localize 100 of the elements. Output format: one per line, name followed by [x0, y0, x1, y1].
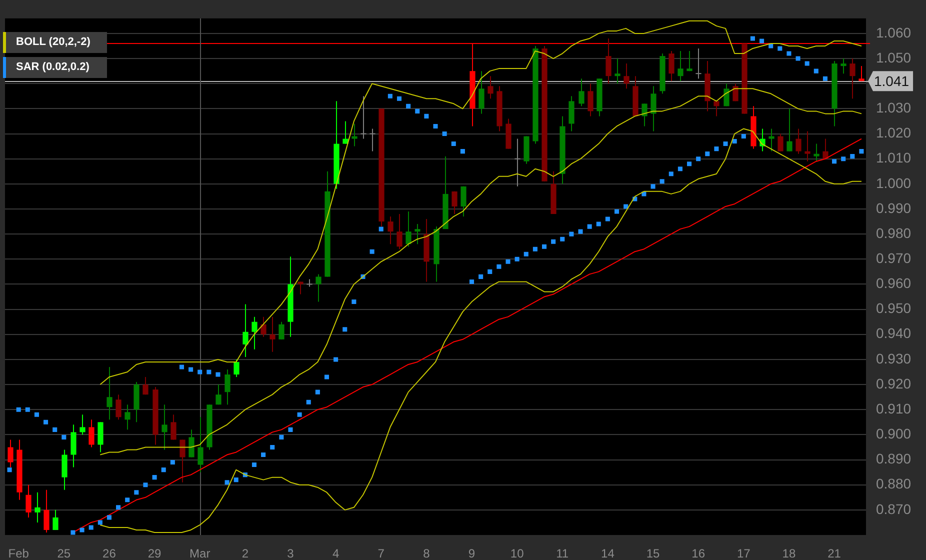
candlestick: [650, 86, 656, 132]
x-tick-label: 17: [736, 546, 751, 560]
x-tick-label: 11: [556, 546, 569, 560]
candlestick: [678, 50, 684, 82]
candlestick: [414, 224, 420, 245]
candlestick: [170, 414, 176, 440]
candlestick: [216, 384, 222, 406]
x-tick-label: 2: [242, 546, 249, 560]
candlestick: [252, 316, 258, 350]
candlestick: [342, 120, 348, 144]
y-tick-label: 0.910: [876, 400, 912, 416]
candlestick: [142, 376, 148, 396]
candlestick: [614, 58, 620, 84]
candlestick: [732, 83, 738, 102]
candlestick: [406, 211, 412, 248]
candlestick: [278, 321, 284, 340]
candlestick: [116, 394, 122, 420]
candlestick: [106, 366, 112, 420]
candlestick: [70, 424, 76, 468]
legend-label: SAR (0.02,0.2): [15, 60, 90, 75]
candlestick: [270, 316, 276, 352]
y-tick-label: 0.870: [876, 500, 912, 517]
x-tick-label: 18: [782, 546, 796, 560]
x-tick-label: 3: [287, 546, 294, 560]
legend-label: BOLL (20,2,-2): [15, 35, 90, 50]
candlestick: [352, 123, 358, 147]
candlestick: [298, 281, 304, 295]
candlestick: [80, 414, 86, 436]
candlestick: [34, 492, 40, 523]
candlestick: [396, 214, 402, 250]
candlestick: [514, 138, 521, 187]
candlestick: [198, 416, 204, 473]
y-tick-label: 1.050: [876, 49, 912, 66]
y-tick-label: 1.060: [876, 24, 912, 40]
candlestick: [606, 38, 612, 84]
y-tick-label: 0.930: [876, 350, 912, 366]
y-tick-label: 1.020: [876, 124, 912, 141]
y-tick-label: 1.000: [876, 174, 912, 191]
candlestick: [695, 48, 702, 80]
candlestick: [814, 143, 820, 162]
candlestick: [840, 58, 846, 74]
candlestick: [188, 429, 194, 458]
candlestick: [460, 186, 466, 218]
candlestick: [88, 419, 94, 448]
candlestick: [822, 138, 828, 160]
x-tick-label: 7: [378, 546, 385, 560]
x-tick-label: 9: [468, 546, 476, 560]
x-tick-label: Mar: [190, 546, 210, 560]
candlestick: [786, 108, 792, 152]
candlestick: [234, 358, 240, 378]
candlestick: [360, 96, 367, 140]
candlestick: [452, 190, 458, 215]
y-tick-label: 0.940: [876, 325, 912, 342]
candlestick: [858, 66, 864, 82]
x-tick-label: 14: [601, 546, 615, 560]
y-tick-label: 0.890: [876, 450, 912, 467]
candlestick: [316, 274, 322, 302]
x-tick-label: 29: [148, 546, 162, 560]
candlestick: [8, 439, 14, 468]
candlestick: [388, 216, 394, 245]
candlestick: [260, 316, 266, 338]
x-tick-label: 8: [423, 546, 430, 560]
x-tick-label: 16: [692, 546, 706, 560]
y-tick-label: 0.990: [876, 200, 912, 216]
y-tick-label: 1.010: [876, 150, 912, 166]
y-tick-label: 0.900: [876, 426, 912, 442]
candlestick: [668, 50, 674, 82]
candlestick: [578, 78, 584, 107]
candlestick: [369, 128, 376, 152]
candlestick: [804, 130, 810, 162]
candlestick: [124, 404, 130, 430]
y-tick-label: 0.880: [876, 476, 912, 492]
x-tick-label: 25: [57, 546, 71, 560]
candlestick: [224, 368, 230, 406]
candlestick: [478, 70, 484, 114]
candlestick: [162, 404, 168, 450]
candlestick: [624, 63, 630, 90]
candlestick: [26, 484, 32, 518]
candlestick: [642, 103, 648, 127]
candlestick: [52, 509, 58, 530]
x-tick-label: Feb: [8, 546, 30, 560]
ref-line-label: 1.041: [874, 72, 910, 89]
y-tick-label: 0.950: [876, 300, 912, 316]
candlestick: [588, 83, 594, 117]
candlestick: [686, 50, 692, 72]
y-tick-label: 1.030: [876, 100, 912, 116]
x-tick-label: 21: [828, 546, 842, 560]
candlestick: [488, 76, 494, 100]
candlestick: [568, 96, 574, 132]
y-tick-label: 0.970: [876, 250, 912, 266]
candlestick: [850, 58, 856, 100]
x-tick-label: 10: [510, 546, 524, 560]
candlestick: [778, 133, 784, 152]
candlestick: [180, 439, 186, 483]
candlestick: [714, 100, 720, 117]
x-tick-label: 26: [102, 546, 116, 560]
candlestick: [62, 449, 68, 490]
candlestick: [796, 128, 802, 154]
candlestick: [98, 422, 104, 453]
y-tick-label: 0.920: [876, 375, 912, 392]
